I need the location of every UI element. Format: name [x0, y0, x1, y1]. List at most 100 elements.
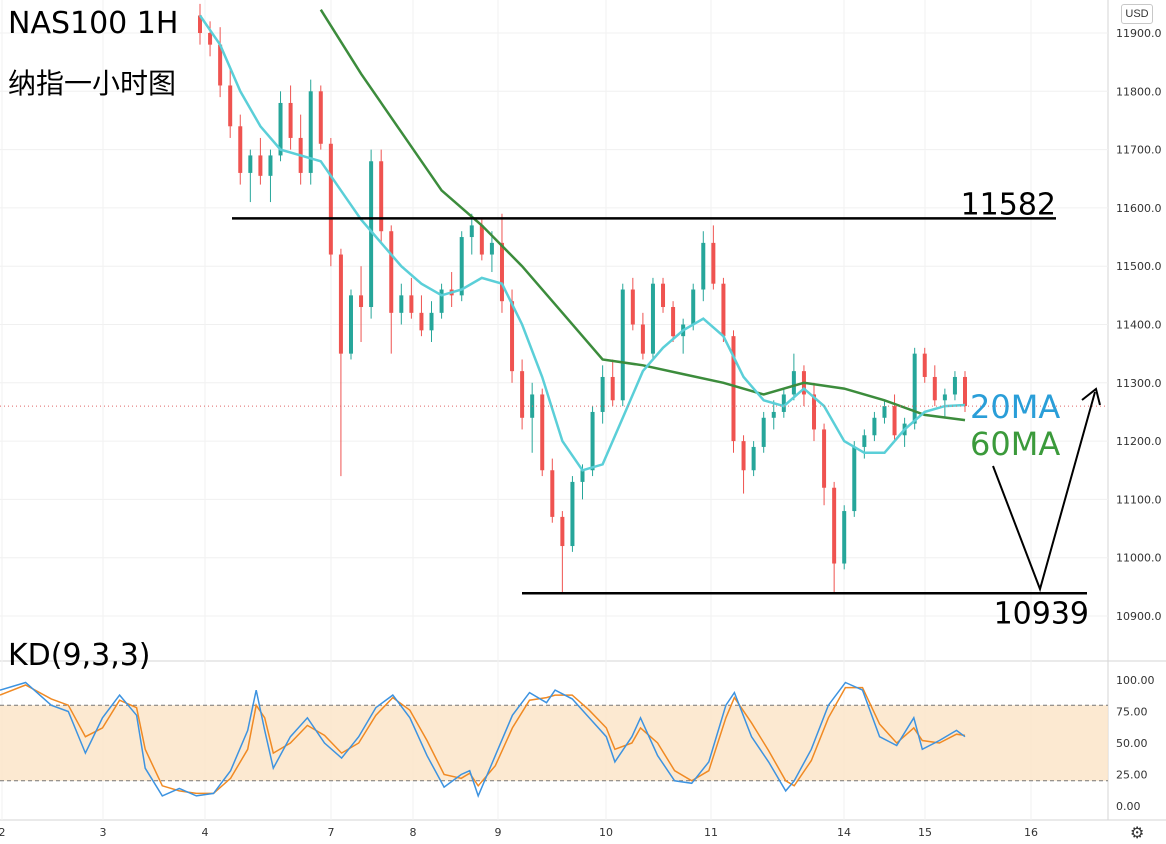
candle-body — [600, 376, 605, 412]
time-axis-label: 7 — [328, 826, 335, 839]
time-axis-label: 15 — [918, 826, 932, 839]
kd-overbought-oversold-band — [0, 705, 1108, 781]
candle-body — [499, 242, 504, 302]
resistance-label: 11582 — [961, 187, 1056, 222]
candle-body — [389, 231, 394, 313]
candle-body — [540, 394, 545, 471]
candle-body — [308, 91, 313, 173]
price-axis-label: 11200.0 — [1116, 435, 1162, 448]
candle-body — [630, 289, 635, 325]
candle-body — [620, 289, 625, 401]
candle-body — [751, 446, 756, 471]
candle-body — [721, 283, 726, 337]
candle-body — [409, 295, 414, 313]
candle-body — [429, 312, 434, 331]
candle-body — [671, 307, 676, 337]
candle-body — [278, 102, 283, 156]
gear-icon[interactable]: ⚙ — [1130, 825, 1145, 842]
candle-body — [661, 283, 666, 308]
candle-body — [459, 237, 464, 296]
candle-body — [550, 470, 555, 517]
candle-body — [489, 242, 494, 255]
candle-body — [570, 481, 575, 547]
candle-body — [469, 225, 474, 238]
candle-body — [892, 406, 897, 436]
price-axis-label: 11500.0 — [1116, 260, 1162, 273]
ma20-label: 20MA — [970, 388, 1060, 426]
candle-body — [419, 312, 424, 331]
price-axis-label: 11900.0 — [1116, 27, 1162, 40]
ma60-label: 60MA — [970, 425, 1060, 463]
price-axis-label: 11800.0 — [1116, 85, 1162, 98]
candle-body — [590, 411, 595, 471]
candle-body — [932, 376, 937, 401]
time-axis-label: 11 — [704, 826, 718, 839]
price-axis-label: 11600.0 — [1116, 202, 1162, 215]
candle-body — [691, 289, 696, 325]
kd-axis-label: 0.00 — [1116, 800, 1141, 813]
candle-body — [580, 470, 585, 482]
time-axis-label: 8 — [410, 826, 417, 839]
candle-body — [208, 33, 213, 45]
candle-body — [369, 161, 374, 308]
candle-body — [510, 301, 515, 372]
kd-d-line — [0, 684, 966, 795]
candle-body — [882, 406, 887, 418]
candle-body — [348, 295, 353, 354]
candle-body — [711, 242, 716, 284]
candle-body — [832, 487, 837, 564]
candle-body — [761, 417, 766, 447]
candle-body — [288, 102, 293, 138]
candle-body — [268, 155, 273, 176]
ma60-line — [319, 9, 966, 422]
candle-body — [640, 324, 645, 354]
candle-body — [218, 44, 223, 86]
candle-body — [701, 242, 706, 290]
candle-body — [560, 516, 565, 547]
candle-body — [650, 283, 655, 354]
projection-arrow — [992, 391, 1096, 593]
time-axis-label: 10 — [599, 826, 613, 839]
chart-title: NAS100 1H — [8, 6, 179, 41]
candle-body — [228, 85, 233, 127]
kd-indicator-title: KD(9,3,3) — [8, 638, 151, 673]
candle-body — [942, 394, 947, 401]
kd-k-line — [0, 681, 966, 799]
chart-subtitle: 纳指一小时图 — [8, 67, 177, 100]
price-axis-label: 11700.0 — [1116, 144, 1162, 157]
candle-body — [258, 155, 263, 176]
candle-body — [198, 15, 202, 33]
support-label: 10939 — [994, 596, 1089, 631]
price-axis-label: 10900.0 — [1116, 610, 1162, 623]
candle-body — [379, 161, 384, 232]
kd-axis-label: 100.00 — [1116, 674, 1155, 687]
time-axis-label: 4 — [202, 826, 209, 839]
candle-body — [520, 371, 525, 418]
kd-axis-label: 75.00 — [1116, 706, 1148, 719]
candle-body — [248, 155, 253, 173]
currency-badge[interactable]: USD — [1121, 4, 1153, 24]
price-axis-label: 11000.0 — [1116, 552, 1162, 565]
candle-body — [610, 376, 615, 401]
time-axis-label: 14 — [837, 826, 851, 839]
candle-body — [328, 143, 333, 255]
candle-body — [842, 511, 847, 564]
candle-body — [812, 394, 817, 430]
candle-body — [922, 353, 927, 377]
candle-body — [852, 446, 857, 512]
candle-body — [791, 371, 796, 395]
candle-body — [318, 91, 323, 144]
candle-body — [963, 376, 967, 407]
price-axis-label: 11100.0 — [1116, 493, 1162, 506]
time-axis-label: 3 — [100, 826, 107, 839]
candle-body — [952, 376, 957, 395]
price-axis-label: 11400.0 — [1116, 319, 1162, 332]
candle-body — [912, 353, 917, 424]
candle-body — [771, 411, 776, 418]
candle-body — [479, 225, 484, 255]
candle-body — [338, 254, 343, 354]
ma20-line — [198, 14, 966, 472]
kd-axis-label: 50.00 — [1116, 737, 1148, 750]
kd-axis-label: 25.00 — [1116, 769, 1148, 782]
